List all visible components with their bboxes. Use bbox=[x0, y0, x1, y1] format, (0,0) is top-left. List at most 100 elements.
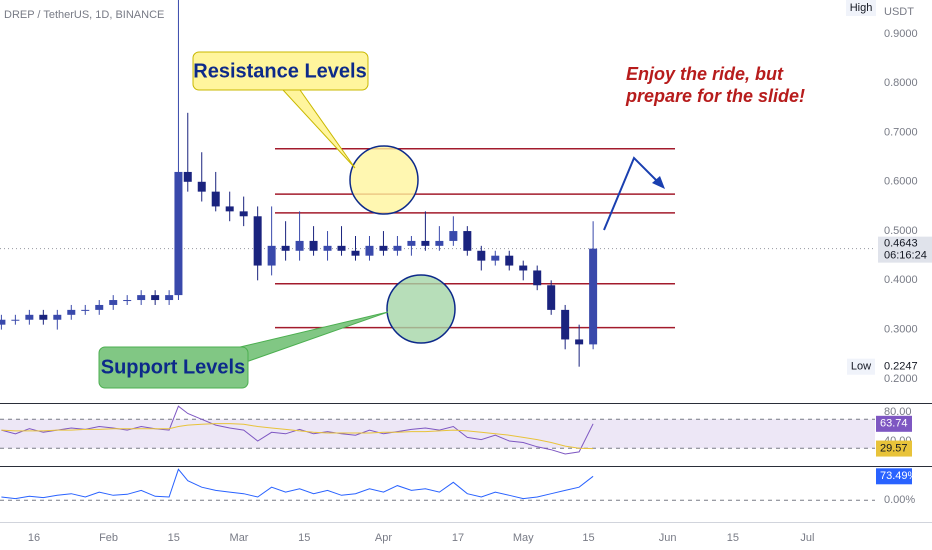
candle-body bbox=[197, 181, 206, 192]
forecast-arrowhead bbox=[652, 176, 665, 189]
candle-body bbox=[463, 231, 472, 251]
support-box bbox=[98, 346, 249, 389]
candle-body bbox=[81, 309, 90, 311]
support-pointer bbox=[235, 311, 389, 363]
candle-body bbox=[174, 171, 183, 296]
y-tick-label: 0.3000 bbox=[884, 323, 918, 335]
candle-body bbox=[407, 240, 416, 246]
candle-body bbox=[53, 314, 62, 320]
candle-body bbox=[589, 248, 598, 345]
candle-body bbox=[11, 319, 20, 321]
candle-body bbox=[67, 309, 76, 315]
chart-title: DREP / TetherUS, 1D, BINANCE bbox=[4, 9, 164, 21]
high-label: High bbox=[850, 2, 873, 14]
indicator-line bbox=[1, 405, 594, 455]
indicator-line bbox=[1, 468, 594, 500]
candle-body bbox=[421, 240, 430, 246]
y-tick-label: 0.9000 bbox=[884, 28, 918, 40]
x-tick-label: Mar bbox=[230, 532, 249, 544]
candle-body bbox=[323, 245, 332, 251]
candle-body bbox=[575, 339, 584, 345]
candle-body bbox=[295, 240, 304, 251]
candle-body bbox=[165, 295, 174, 301]
candle-body bbox=[95, 304, 104, 310]
x-tick-label: Apr bbox=[375, 532, 392, 544]
candle-body bbox=[137, 295, 146, 301]
x-tick-label: 17 bbox=[452, 532, 464, 544]
value-tag bbox=[876, 468, 912, 485]
candle-body bbox=[379, 245, 388, 251]
y-tick-label: 0.5000 bbox=[884, 225, 918, 237]
candle-body bbox=[225, 206, 234, 212]
value-tag-label: 29.57 bbox=[880, 442, 908, 454]
candle-body bbox=[239, 211, 248, 217]
value-tag-label: 63.74 bbox=[880, 418, 908, 430]
candle-body bbox=[123, 300, 132, 302]
candle-body bbox=[449, 231, 458, 241]
x-tick-label: Feb bbox=[99, 532, 118, 544]
candle-body bbox=[365, 245, 374, 256]
y-tick-label: 0.2000 bbox=[884, 373, 918, 385]
candle-body bbox=[519, 265, 528, 271]
value-tag bbox=[876, 415, 912, 432]
candle-body bbox=[435, 240, 444, 246]
candle-body bbox=[151, 295, 160, 301]
y-tick-label: 0.8000 bbox=[884, 77, 918, 89]
value-tag bbox=[876, 440, 912, 457]
candle-body bbox=[491, 255, 500, 261]
candle-body bbox=[39, 314, 48, 320]
forecast-arrow bbox=[603, 156, 663, 231]
y-tick-label: 0.00% bbox=[884, 494, 915, 506]
candle-body bbox=[477, 250, 486, 261]
note-line: prepare for the slide! bbox=[625, 86, 805, 106]
note-line: Enjoy the ride, but bbox=[626, 64, 784, 84]
y-tick-label: 0.6000 bbox=[884, 176, 918, 188]
candle-body bbox=[211, 191, 220, 207]
x-tick-label: 15 bbox=[727, 532, 739, 544]
candle-body bbox=[393, 245, 402, 251]
candle-body bbox=[505, 255, 514, 266]
resistance-label: Resistance Levels bbox=[193, 60, 366, 82]
candle-body bbox=[281, 245, 290, 251]
resistance-pointer bbox=[281, 89, 356, 169]
y-tick-label: 0.4000 bbox=[884, 274, 918, 286]
indicator-line bbox=[1, 423, 594, 450]
candle-body bbox=[0, 319, 6, 325]
candle-body bbox=[533, 270, 542, 286]
y-tick-label: 0.7000 bbox=[884, 126, 918, 138]
support-label: Support Levels bbox=[101, 356, 245, 378]
candle-body bbox=[253, 216, 262, 266]
x-tick-label: 15 bbox=[582, 532, 594, 544]
low-value: 0.2247 bbox=[884, 361, 918, 373]
y-tick-label: 80.00 bbox=[884, 406, 912, 418]
x-tick-label: 15 bbox=[168, 532, 180, 544]
candle-body bbox=[561, 309, 570, 340]
candle-body bbox=[25, 314, 34, 320]
resistance-box bbox=[192, 51, 369, 91]
low-label: Low bbox=[851, 361, 871, 373]
value-tag-label: 73.49% bbox=[880, 470, 918, 482]
candle-body bbox=[351, 250, 360, 256]
countdown: 06:16:24 bbox=[884, 250, 927, 262]
resistance-circle bbox=[349, 145, 419, 215]
low-tag bbox=[847, 358, 875, 375]
last-price: 0.4643 bbox=[884, 238, 918, 250]
x-tick-label: Jul bbox=[800, 532, 814, 544]
support-circle bbox=[386, 274, 456, 344]
price-pane bbox=[0, 0, 875, 367]
band-fill bbox=[0, 419, 875, 449]
candle-body bbox=[109, 300, 118, 305]
candle-body bbox=[267, 245, 276, 266]
candle-body bbox=[547, 285, 556, 310]
candle-body bbox=[309, 240, 318, 251]
candle-body bbox=[183, 171, 192, 182]
last-price-tag bbox=[878, 236, 932, 263]
high-tag bbox=[846, 0, 876, 16]
x-tick-label: 16 bbox=[28, 532, 40, 544]
candle-body bbox=[337, 245, 346, 251]
unit-label: USDT bbox=[884, 6, 914, 18]
x-tick-label: Jun bbox=[659, 532, 677, 544]
x-tick-label: May bbox=[513, 532, 534, 544]
x-tick-label: 15 bbox=[298, 532, 310, 544]
